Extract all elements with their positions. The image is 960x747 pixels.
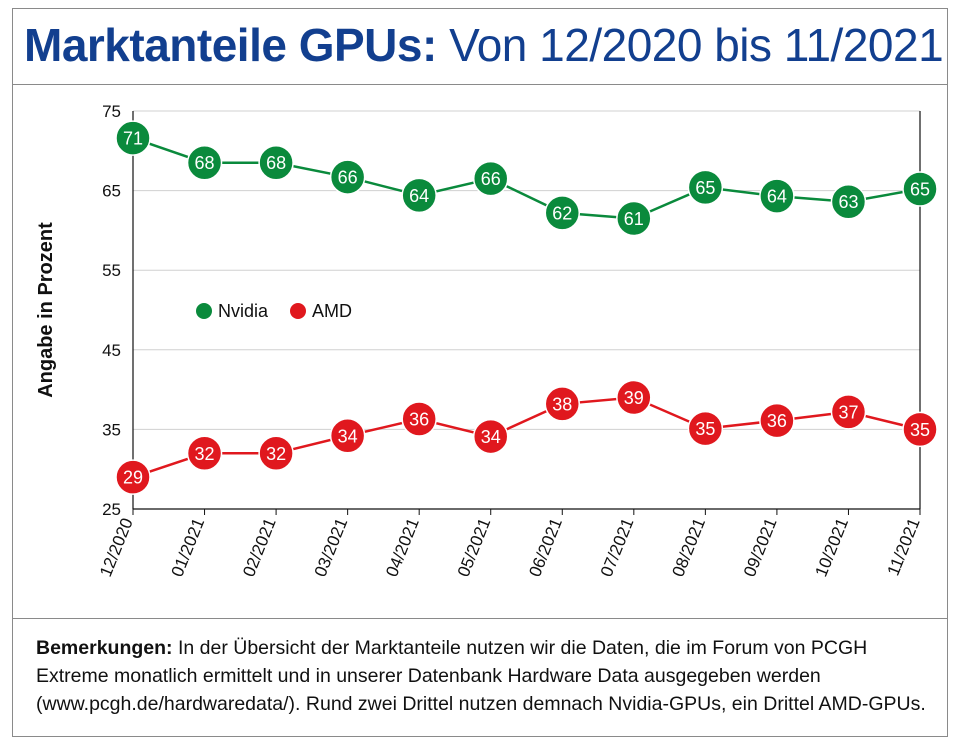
- legend-label-amd: AMD: [312, 301, 352, 321]
- amd-point: [544, 386, 581, 422]
- y-tick-label: 65: [102, 182, 121, 201]
- amd-point: [258, 435, 294, 472]
- legend-marker-amd: [290, 303, 306, 319]
- x-tick-label: 07/2021: [597, 515, 638, 579]
- nvidia-point: [258, 144, 294, 181]
- x-tick-label: 01/2021: [168, 515, 209, 579]
- amd-value-label: 32: [195, 444, 215, 464]
- title-main: Marktanteile GPUs:: [24, 19, 437, 71]
- x-tick-label: 03/2021: [311, 515, 352, 579]
- footer-label: Bemerkungen:: [36, 637, 173, 659]
- amd-value-label: 38: [552, 394, 572, 414]
- nvidia-value-label: 61: [624, 209, 644, 229]
- nvidia-point: [186, 144, 223, 181]
- amd-value-label: 34: [481, 427, 501, 447]
- amd-point: [687, 410, 724, 447]
- chart-title: Marktanteile GPUs: Von 12/2020 bis 11/20…: [24, 14, 944, 76]
- amd-point: [329, 418, 366, 454]
- amd-value-label: 34: [338, 426, 358, 446]
- nvidia-value-label: 64: [409, 186, 429, 206]
- nvidia-value-label: 65: [695, 178, 715, 198]
- amd-line: [132, 396, 921, 479]
- amd-point: [115, 459, 151, 495]
- nvidia-point: [329, 159, 366, 195]
- x-tick-label: 09/2021: [740, 515, 781, 579]
- footer-note: Bemerkungen: In der Übersicht der Markta…: [36, 634, 936, 718]
- amd-value-label: 36: [767, 411, 787, 431]
- nvidia-point: [401, 177, 437, 214]
- nvidia-value-label: 71: [123, 129, 143, 149]
- nvidia-point: [472, 160, 509, 197]
- y-tick-label: 75: [102, 102, 121, 121]
- nvidia-point: [759, 178, 795, 214]
- x-tick-label: 12/2020: [96, 515, 137, 579]
- x-tick-label: 06/2021: [525, 515, 566, 579]
- chart-frame: [12, 8, 948, 737]
- amd-value-label: 39: [624, 388, 644, 408]
- x-tick-label: 11/2021: [884, 515, 924, 578]
- amd-value-label: 35: [695, 419, 715, 439]
- amd-value-label: 35: [910, 420, 930, 440]
- amd-value-label: 36: [409, 410, 429, 430]
- nvidia-value-label: 62: [552, 203, 572, 223]
- amd-value-label: 32: [266, 444, 286, 464]
- y-tick-label: 45: [102, 341, 121, 360]
- nvidia-point: [830, 183, 867, 220]
- nvidia-value-label: 65: [910, 180, 930, 200]
- nvidia-value-label: 63: [838, 192, 858, 212]
- amd-point: [902, 411, 938, 448]
- amd-value-label: 29: [123, 468, 143, 488]
- y-tick-label: 25: [102, 500, 121, 519]
- legend-label-nvidia: Nvidia: [218, 301, 269, 321]
- nvidia-point: [544, 195, 581, 231]
- nvidia-point: [616, 200, 652, 237]
- nvidia-value-label: 66: [481, 169, 501, 189]
- amd-point: [186, 435, 223, 472]
- x-tick-label: 05/2021: [454, 515, 495, 579]
- nvidia-value-label: 66: [338, 168, 358, 188]
- amd-value-label: 37: [838, 402, 858, 422]
- y-tick-label: 35: [102, 420, 121, 439]
- footer-text: In der Übersicht der Marktanteile nutzen…: [36, 637, 926, 715]
- y-axis-title: Angabe in Prozent: [35, 222, 57, 398]
- x-tick-label: 04/2021: [382, 515, 423, 579]
- x-tick-label: 02/2021: [239, 515, 280, 579]
- legend-marker-nvidia: [196, 303, 212, 319]
- nvidia-value-label: 64: [767, 187, 787, 207]
- x-tick-label: 10/2021: [812, 515, 853, 579]
- nvidia-value-label: 68: [266, 153, 286, 173]
- title-divider: [12, 84, 948, 85]
- amd-point: [759, 402, 795, 439]
- nvidia-point: [115, 120, 151, 156]
- nvidia-value-label: 68: [195, 153, 215, 173]
- amd-point: [401, 401, 437, 437]
- amd-point: [616, 379, 652, 416]
- amd-point: [472, 418, 509, 455]
- y-tick-label: 55: [102, 261, 121, 280]
- x-tick-label: 08/2021: [668, 515, 709, 579]
- line-chart: 25 35 45 55 65 75 12/2020 01/2021 02/2021 03/2021…: [35, 102, 938, 579]
- nvidia-point: [902, 171, 938, 207]
- nvidia-point: [687, 169, 724, 206]
- nvidia-line: [132, 136, 921, 220]
- footer-divider: [12, 618, 948, 619]
- title-sub: Von 12/2020 bis 11/2021: [449, 19, 944, 71]
- amd-point: [830, 394, 867, 430]
